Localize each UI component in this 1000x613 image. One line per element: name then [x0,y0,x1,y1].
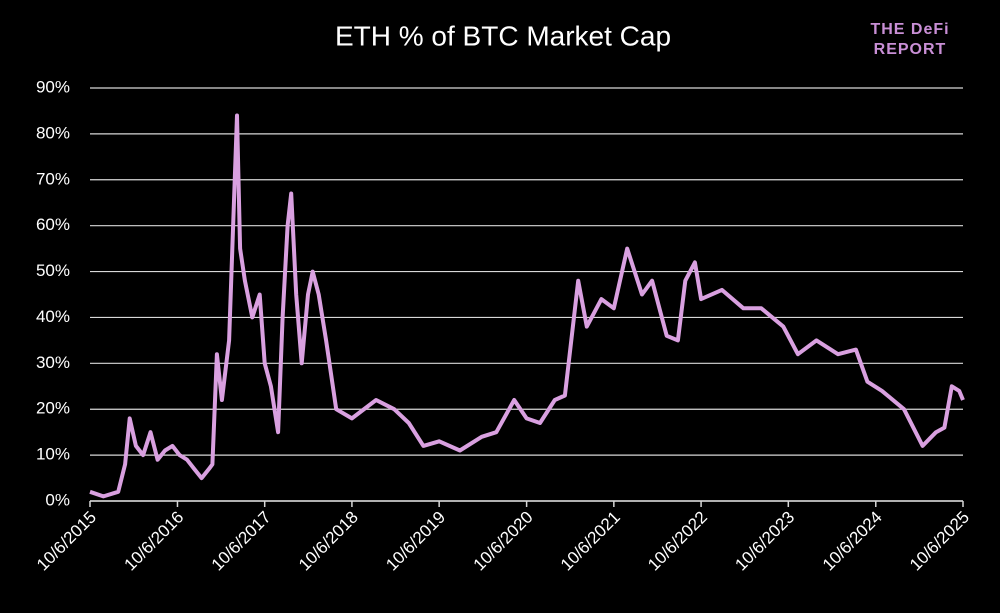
x-tick-label: 10/6/2016 [121,508,188,575]
y-tick-label: 50% [36,261,70,280]
y-tick-label: 10% [36,445,70,464]
x-tick-label: 10/6/2020 [470,508,537,575]
y-tick-label: 40% [36,307,70,326]
x-tick-label: 10/6/2018 [295,508,362,575]
data-line [89,113,965,499]
y-tick-label: 70% [36,169,70,188]
x-tick-label: 10/6/2015 [33,508,100,575]
y-tick-label: 60% [36,215,70,234]
logo: THE DeFi [870,21,949,38]
x-tick-label: 10/6/2022 [644,508,711,575]
y-tick-label: 20% [36,399,70,418]
y-tick-label: 90% [36,77,70,96]
logo: REPORT [874,41,947,58]
x-tick-label: 10/6/2023 [731,508,798,575]
y-tick-label: 30% [36,353,70,372]
x-tick-label: 10/6/2024 [819,508,886,575]
x-tick-label: 10/6/2025 [906,508,973,575]
y-tick-label: 0% [45,490,70,509]
y-tick-label: 80% [36,123,70,142]
x-tick-label: 10/6/2021 [557,508,624,575]
x-tick-label: 10/6/2019 [382,508,449,575]
x-tick-label: 10/6/2017 [208,508,275,575]
chart-title: ETH % of BTC Market Cap [335,20,671,51]
